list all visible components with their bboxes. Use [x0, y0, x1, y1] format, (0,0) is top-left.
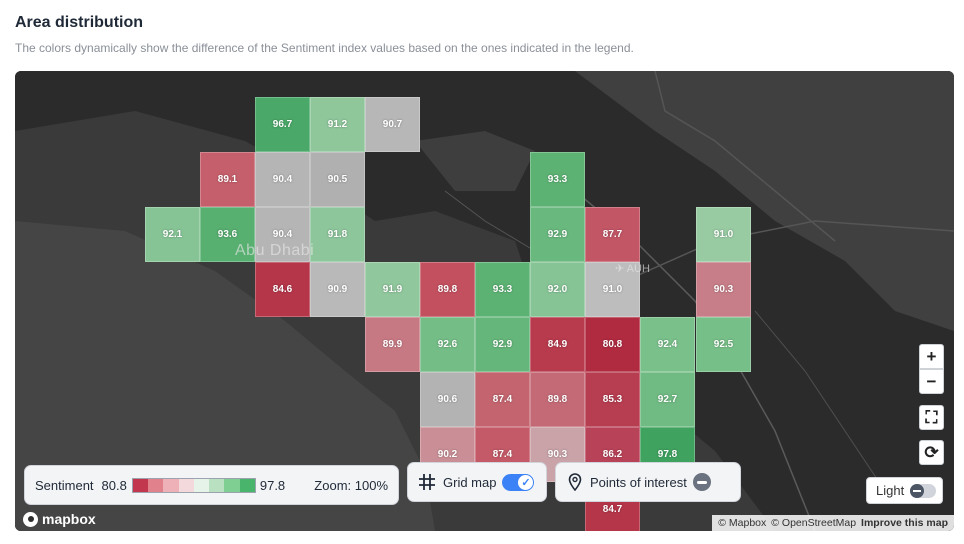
grid-map-label: Grid map	[443, 474, 497, 490]
grid-cell[interactable]: 92.0	[530, 262, 585, 317]
grid-cell[interactable]: 80.8	[585, 317, 640, 372]
legend-swatch	[178, 478, 194, 492]
grid-cell[interactable]: 84.6	[255, 262, 310, 317]
grid-cell[interactable]: 91.2	[310, 97, 365, 152]
reset-button[interactable]: ⟳	[919, 440, 944, 465]
light-label: Light	[876, 483, 905, 498]
legend-swatch	[209, 478, 225, 492]
grid-cell[interactable]: 90.3	[696, 262, 751, 317]
grid-cell[interactable]: 91.8	[310, 207, 365, 262]
airport-label: ✈ AUH	[615, 263, 650, 275]
grid-cell[interactable]: 93.3	[475, 262, 530, 317]
grid-cell[interactable]: 90.9	[310, 262, 365, 317]
minus-icon	[696, 480, 707, 484]
grid-cell[interactable]: 89.8	[420, 262, 475, 317]
map-attribution: © Mapbox © OpenStreetMap Improve this ma…	[712, 515, 954, 531]
grid-cell[interactable]: 84.9	[530, 317, 585, 372]
airplane-icon: ✈	[615, 263, 625, 275]
legend-swatch	[193, 478, 210, 492]
legend-swatch	[132, 478, 149, 492]
grid-cell[interactable]: 90.7	[365, 97, 420, 152]
map-pin-icon	[568, 473, 582, 491]
improve-map-link[interactable]: Improve this map	[861, 517, 948, 529]
sentiment-legend: Sentiment 80.8 97.8 Zoom: 100%	[24, 465, 399, 505]
osm-attribution-link[interactable]: © OpenStreetMap	[771, 517, 857, 529]
grid-cell[interactable]: 91.0	[585, 262, 640, 317]
light-switch[interactable]	[910, 483, 937, 498]
fullscreen-button[interactable]: ⛶	[919, 405, 944, 430]
zoom-in-button[interactable]: +	[919, 344, 944, 369]
grid-cell[interactable]: 92.9	[530, 207, 585, 262]
light-mode-toggle[interactable]: Light	[866, 477, 943, 504]
grid-cell[interactable]: 91.0	[696, 207, 751, 262]
legend-color-scale	[131, 477, 256, 493]
grid-cell[interactable]: 92.5	[696, 317, 751, 372]
poi-toggle[interactable]	[692, 473, 711, 491]
grid-cell[interactable]: 90.5	[310, 152, 365, 207]
grid-cell[interactable]: 92.4	[640, 317, 695, 372]
grid-cell[interactable]: 91.9	[365, 262, 420, 317]
map-container[interactable]: 96.7 91.2 90.7 89.1 90.4 90.5 93.3 92.1 93.6 90.4…	[15, 71, 954, 531]
page-title: Area distribution	[15, 14, 144, 31]
legend-max: 97.8	[259, 477, 286, 493]
grid-cell[interactable]: 90.4	[255, 207, 310, 262]
grid-cell[interactable]: 89.1	[200, 152, 255, 207]
check-icon: ✓	[518, 474, 534, 490]
grid-icon	[419, 474, 435, 490]
grid-cell[interactable]: 93.3	[530, 152, 585, 207]
grid-cell[interactable]: 87.7	[585, 207, 640, 262]
grid-cell[interactable]: 92.1	[145, 207, 200, 262]
legend-swatch	[224, 478, 240, 492]
legend-swatch	[239, 478, 255, 492]
grid-map-toggle-panel[interactable]: Grid map ✓	[407, 462, 547, 502]
grid-cell[interactable]: 92.7	[640, 372, 695, 427]
grid-cell[interactable]: 87.4	[475, 372, 530, 427]
grid-cell[interactable]: 89.9	[365, 317, 420, 372]
grid-cell[interactable]: 90.4	[255, 152, 310, 207]
grid-cell[interactable]: 93.6	[200, 207, 255, 262]
poi-label: Points of interest	[590, 474, 687, 490]
legend-label: Sentiment	[35, 477, 94, 493]
mapbox-attribution-link[interactable]: © Mapbox	[718, 517, 767, 529]
grid-map-toggle[interactable]: ✓	[502, 473, 535, 491]
points-of-interest-panel[interactable]: Points of interest	[555, 462, 741, 502]
zoom-indicator: Zoom: 100%	[314, 477, 388, 493]
grid-cell[interactable]: 89.8	[530, 372, 585, 427]
grid-cell[interactable]: 85.3	[585, 372, 640, 427]
mapbox-icon	[23, 511, 38, 527]
grid-cell[interactable]: 90.6	[420, 372, 475, 427]
grid-cell[interactable]: 92.9	[475, 317, 530, 372]
minus-icon	[910, 483, 925, 498]
grid-cell[interactable]: 92.6	[420, 317, 475, 372]
city-label: Abu Dhabi	[235, 242, 315, 259]
zoom-out-button[interactable]: −	[919, 369, 944, 394]
legend-min: 80.8	[101, 477, 127, 493]
legend-swatch	[163, 478, 179, 492]
page-subtitle: The colors dynamically show the differen…	[15, 41, 634, 55]
grid-cell[interactable]: 96.7	[255, 97, 310, 152]
mapbox-logo[interactable]: mapbox	[23, 511, 96, 527]
legend-swatch	[148, 478, 164, 492]
